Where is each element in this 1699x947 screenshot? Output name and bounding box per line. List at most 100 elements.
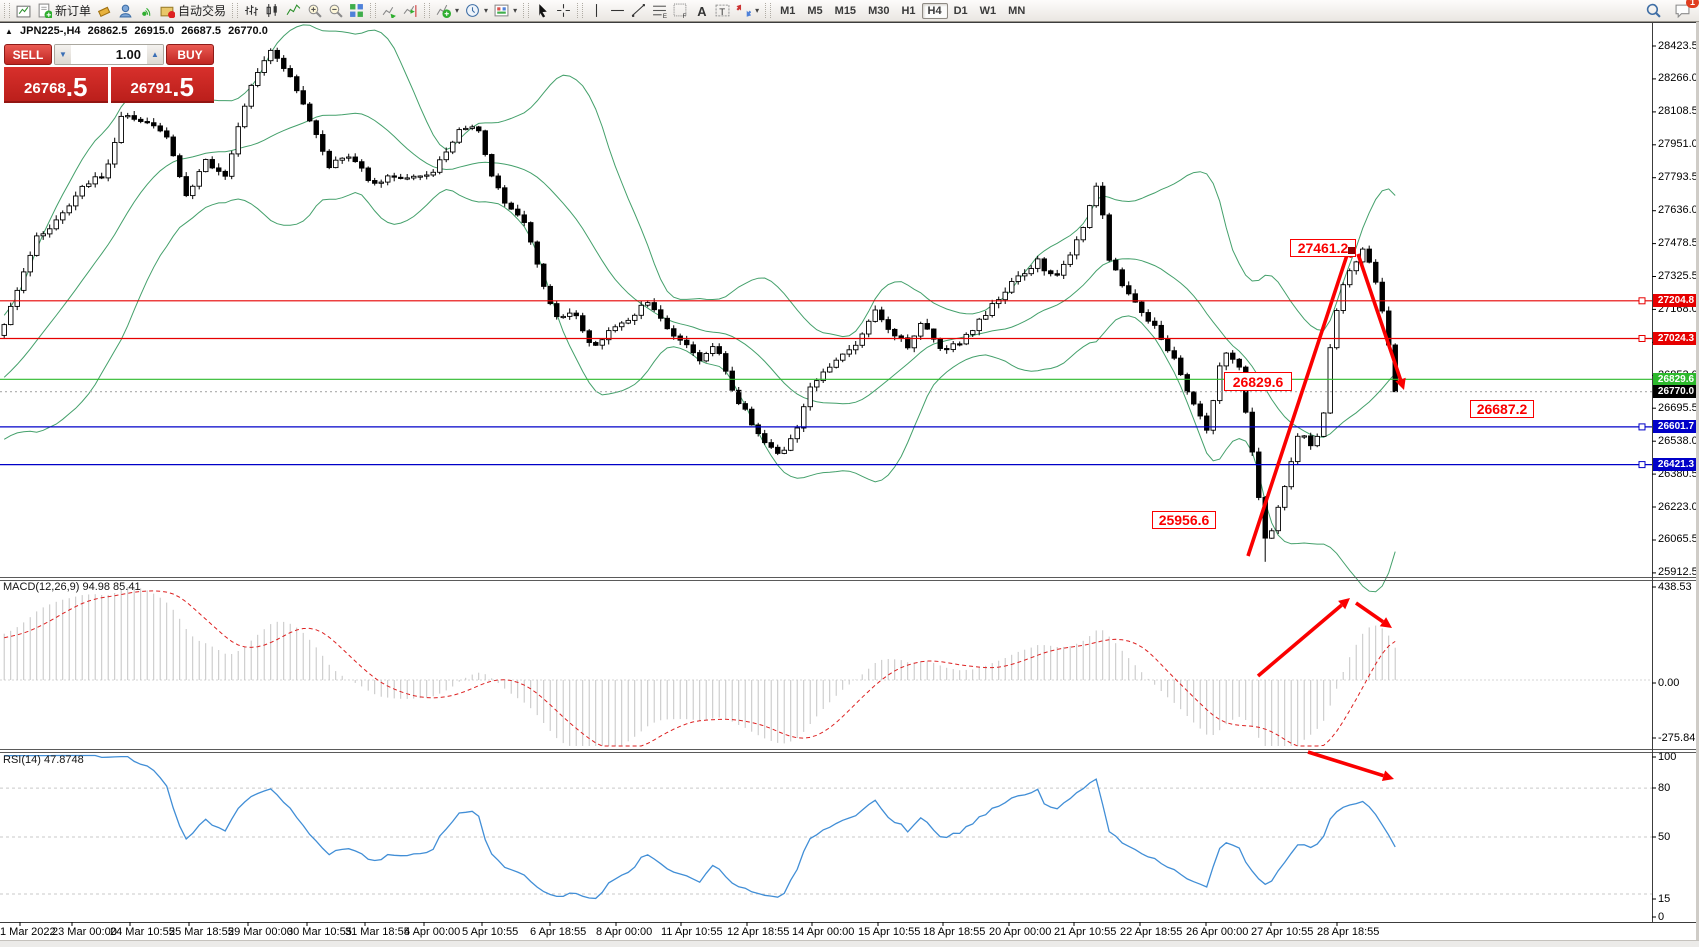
search-button[interactable] [1643,1,1664,20]
dropdown-caret-icon[interactable]: ▾ [513,6,518,15]
trendline-button[interactable] [628,1,649,20]
toolbar-group-handle[interactable] [370,3,377,18]
notifications-button[interactable]: 1 [1672,0,1699,20]
dropdown-caret-icon[interactable]: ▾ [755,6,760,15]
timeframe-button-mn[interactable]: MN [1008,4,1026,17]
sell-price-display[interactable]: 26768 .5 [4,67,108,103]
arrows-tool-button[interactable]: ▾ [733,1,762,20]
toolbar-group-handle[interactable] [4,3,10,18]
label-button[interactable]: T [712,1,733,20]
date-tick-label[interactable]: 15 Apr 10:55 [858,926,921,938]
periods-button[interactable]: ▾ [462,1,491,20]
price-tick-label[interactable]: 27325.5 [1658,270,1698,282]
auto-scroll-button[interactable] [379,1,400,20]
horizontal-line-button[interactable] [607,1,628,20]
indicators-button[interactable]: ▾ [433,1,462,20]
toolbar-group-handle[interactable] [577,3,584,18]
date-tick-label[interactable]: 26 Apr 00:00 [1186,926,1249,938]
dropdown-caret-icon[interactable]: ▾ [484,6,489,15]
buy-price-display[interactable]: 26791 .5 [110,67,214,103]
trend-arrow[interactable] [1246,255,1349,557]
trend-arrow[interactable] [1256,603,1343,678]
date-tick-label[interactable]: 8 Apr 00:00 [596,926,653,938]
profile-button[interactable] [115,1,136,20]
date-tick-label[interactable]: 18 Apr 18:55 [923,926,986,938]
tile-windows-button[interactable] [346,1,367,20]
date-tick-label[interactable]: 12 Apr 18:55 [727,926,790,938]
timeframe-button-m30[interactable]: M30 [868,4,890,17]
vertical-line-button[interactable] [586,1,607,20]
price-level-tag[interactable]: 26829.6 [1653,372,1699,386]
timeframe-button-m15[interactable]: M15 [834,4,857,17]
price-level-tag[interactable]: 26601.7 [1653,420,1699,434]
trend-arrow[interactable] [1354,601,1384,624]
date-tick-label[interactable]: 5 Apr 10:55 [462,926,519,938]
text-button[interactable]: A [691,1,712,20]
date-tick-label[interactable]: 30 Mar 10:55 [287,926,352,938]
date-tick-label[interactable]: 23 Mar 00:00 [52,926,117,938]
timeframe-button-d1[interactable]: D1 [953,4,968,17]
timeframe-button-h1[interactable]: H1 [901,4,916,17]
timeframe-button-m5[interactable]: M5 [807,4,823,17]
date-tick-label[interactable]: 24 Mar 10:55 [110,926,175,938]
chart-shift-button[interactable] [400,1,421,20]
annotation-price-box[interactable]: 25956.6 [1152,511,1216,529]
price-level-tag[interactable]: 26770.0 [1653,385,1699,399]
price-tick-label[interactable]: 28266.0 [1658,72,1698,85]
annotation-handle[interactable] [1348,247,1355,254]
price-level-tag[interactable]: 26421.3 [1653,458,1699,472]
eraser-button[interactable] [94,1,115,20]
date-tick-label[interactable]: 27 Apr 10:55 [1251,926,1314,938]
date-tick-label[interactable]: 28 Apr 18:55 [1317,926,1380,938]
fibo-grid-button[interactable]: F [670,1,691,20]
cursor-tool-button[interactable] [532,1,553,20]
price-tick-label[interactable]: 28423.5 [1658,39,1698,52]
trend-arrow[interactable] [1307,750,1385,778]
fibonacci-button[interactable]: E [649,1,670,20]
price-tick-label[interactable]: 26223.0 [1658,500,1698,513]
price-level-tag[interactable]: 27204.8 [1653,294,1699,308]
annotation-price-box[interactable]: 27461.2 [1290,239,1356,257]
price-tick-label[interactable]: 28108.5 [1658,105,1698,118]
price-tick-label[interactable]: 26065.5 [1658,533,1698,546]
sell-button[interactable]: SELL [4,44,52,65]
volume-down-button[interactable]: ▼ [55,45,71,64]
price-tick-label[interactable]: 27793.5 [1658,171,1698,184]
new-order-button[interactable]: 新订单 [34,1,94,20]
price-tick-label[interactable]: 27636.0 [1658,204,1698,217]
toolbar-group-handle[interactable] [765,3,772,18]
price-tick-label[interactable]: 26695.5 [1658,401,1698,414]
templates-button[interactable]: ▾ [491,1,520,20]
signal-button[interactable] [136,1,157,20]
buy-button[interactable]: BUY [166,44,214,65]
date-tick-label[interactable]: 11 Apr 10:55 [661,926,723,938]
price-tick-label[interactable]: 27478.5 [1658,237,1698,250]
annotation-price-box[interactable]: 26687.2 [1470,400,1534,418]
date-tick-label[interactable]: 14 Apr 00:00 [792,926,855,938]
dropdown-caret-icon[interactable]: ▾ [455,6,460,15]
date-tick-label[interactable]: 22 Apr 18:55 [1120,926,1183,938]
price-tick-label[interactable]: 27951.0 [1658,138,1698,151]
date-tick-label[interactable]: 4 Apr 00:00 [404,926,461,938]
timeframe-button-w1[interactable]: W1 [979,4,997,17]
toolbar-group-handle[interactable] [424,3,431,18]
date-tick-label[interactable]: 21 Apr 10:55 [1054,926,1117,938]
annotation-price-box[interactable]: 26829.6 [1224,372,1292,391]
price-tick-label[interactable]: 26538.0 [1658,434,1698,447]
toolbar-group-handle[interactable] [232,3,239,18]
trend-arrow[interactable] [1356,253,1403,381]
zoom-out-button[interactable] [325,1,346,20]
timeframe-button-m1[interactable]: M1 [780,4,796,17]
line-chart-button[interactable] [283,1,304,20]
date-tick-label[interactable]: 6 Apr 18:55 [530,926,587,938]
price-tick-label[interactable]: 25912.5 [1658,566,1698,579]
date-tick-label[interactable]: 20 Apr 00:00 [989,926,1052,938]
volume-value[interactable]: 1.00 [115,47,141,62]
price-level-tag[interactable]: 27024.3 [1653,332,1699,346]
zoom-in-button[interactable] [304,1,325,20]
candlestick-chart-button[interactable] [262,1,283,20]
timeframe-button-h4[interactable]: H4 [921,2,948,19]
bar-chart-button[interactable] [241,1,262,20]
date-tick-label[interactable]: 25 Mar 18:55 [169,926,234,938]
